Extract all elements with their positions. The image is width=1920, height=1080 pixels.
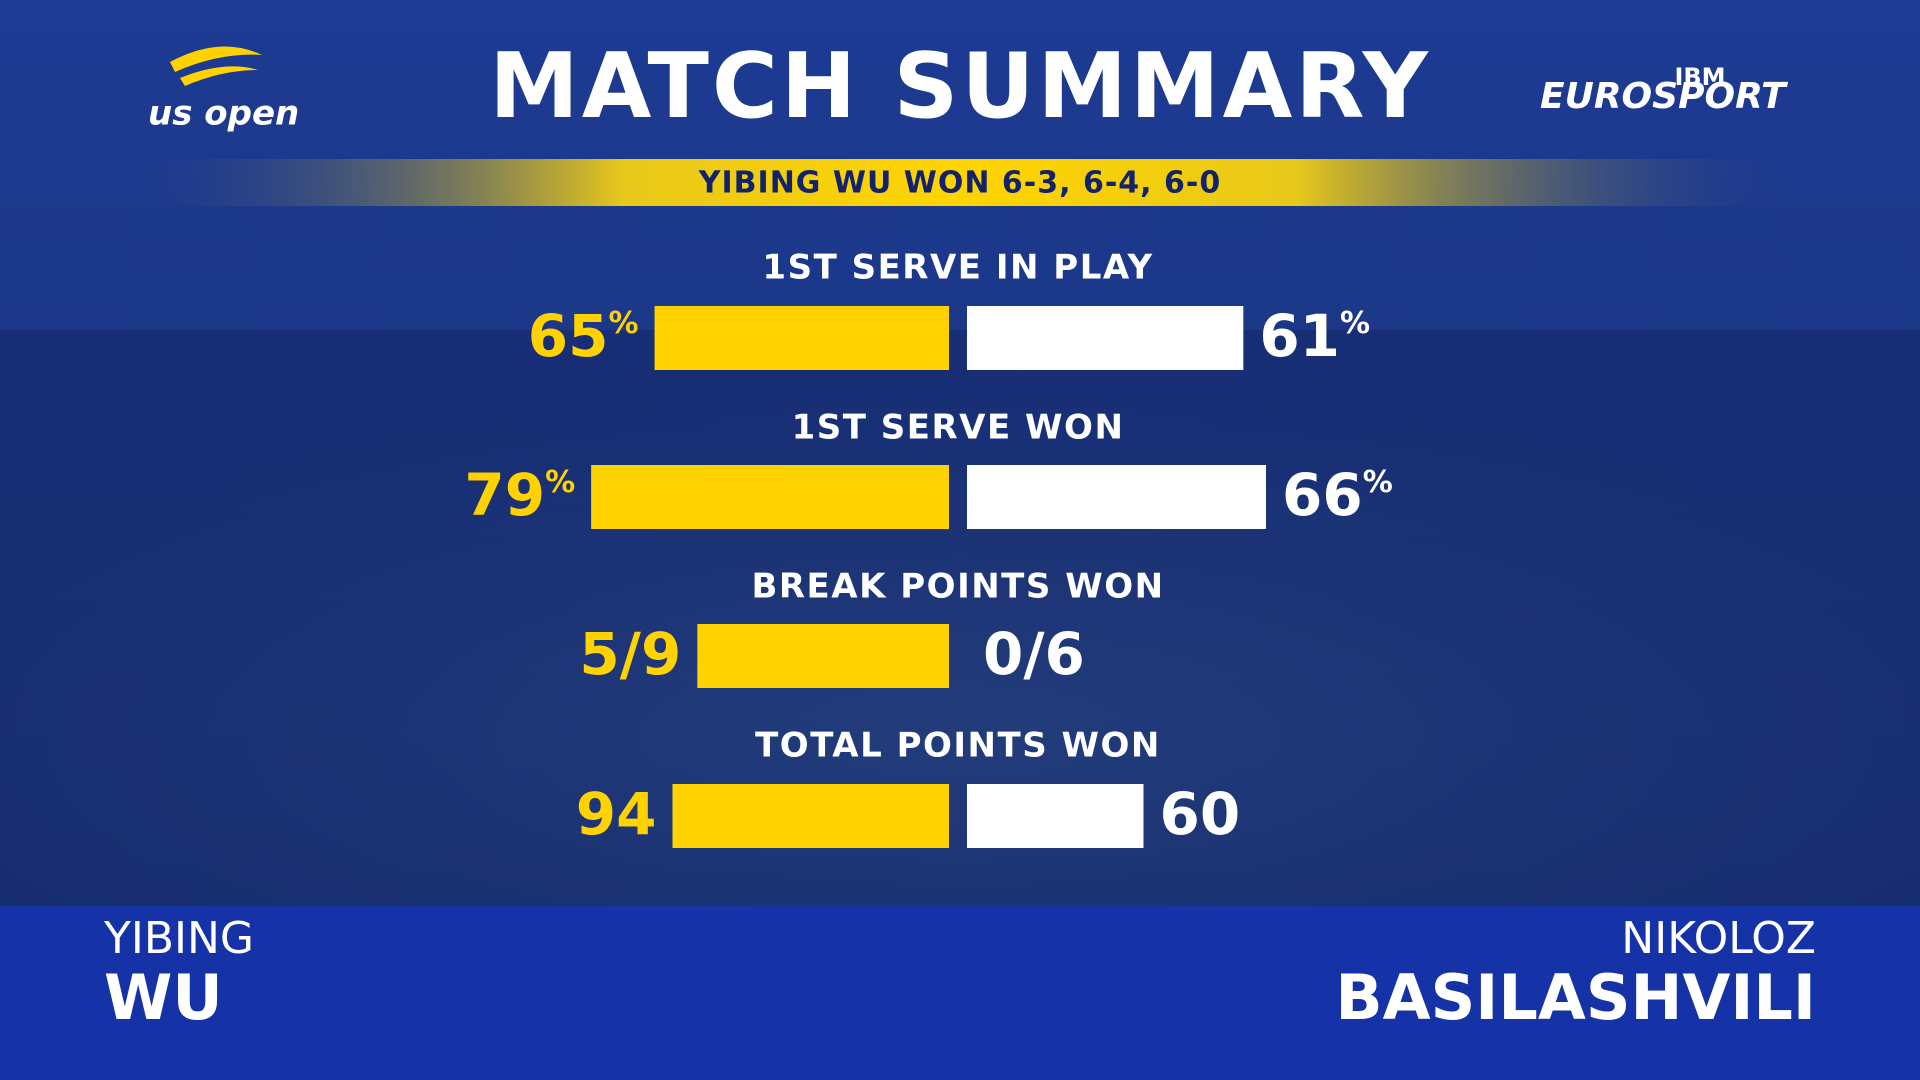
stat-number: 65 xyxy=(528,302,609,370)
bar xyxy=(967,465,1266,529)
logo-ibm: IBM xyxy=(1674,63,1725,91)
logo-swoosh xyxy=(170,46,262,72)
player-last-name: BASILASHVILI xyxy=(1335,961,1816,1034)
stat-value: 66% xyxy=(1282,461,1393,529)
logo-us-open: us open xyxy=(148,94,299,134)
background-scenery xyxy=(0,330,1920,910)
stat-number: 60 xyxy=(1159,780,1240,848)
stat-value: 0/6 xyxy=(983,620,1085,688)
bar xyxy=(591,465,949,529)
stat-value: 94 xyxy=(576,780,657,848)
stat-label: TOTAL POINTS WON xyxy=(755,726,1161,766)
player-band xyxy=(0,906,1920,1080)
stat-value: 79% xyxy=(464,461,575,529)
logo-eurosport: EUROSPORT xyxy=(1540,76,1788,117)
player-first-name: NIKOLOZ xyxy=(1621,913,1816,964)
stat-value: 61% xyxy=(1259,302,1370,370)
stat-unit: % xyxy=(1363,465,1393,500)
logo-swoosh xyxy=(180,66,258,86)
stat-value: 65% xyxy=(528,302,639,370)
stat-value: 60 xyxy=(1159,780,1240,848)
result: YIBING WU WON 6-3, 6-4, 6-0 xyxy=(698,166,1221,201)
stat-value: 5/9 xyxy=(579,620,681,688)
result-band xyxy=(120,159,1800,206)
stat-unit: % xyxy=(608,306,638,341)
stat-label: 1ST SERVE IN PLAY xyxy=(762,248,1153,288)
stat-number: 94 xyxy=(576,780,657,848)
bar xyxy=(967,306,1244,370)
stat-unit: % xyxy=(545,465,575,500)
bar xyxy=(967,784,1144,848)
player-first-name: YIBING xyxy=(103,913,254,964)
title: MATCH SUMMARY xyxy=(489,34,1431,139)
bar xyxy=(654,306,949,370)
stat-label: 1ST SERVE WON xyxy=(792,408,1125,448)
stat-number: 79 xyxy=(464,461,545,529)
bar xyxy=(672,784,949,848)
stat-label: BREAK POINTS WON xyxy=(751,567,1164,607)
stat-number: 66 xyxy=(1282,461,1363,529)
player-last-name: WU xyxy=(104,961,223,1034)
stat-number: 61 xyxy=(1259,302,1340,370)
bar xyxy=(697,624,949,688)
stat-unit: % xyxy=(1340,306,1370,341)
